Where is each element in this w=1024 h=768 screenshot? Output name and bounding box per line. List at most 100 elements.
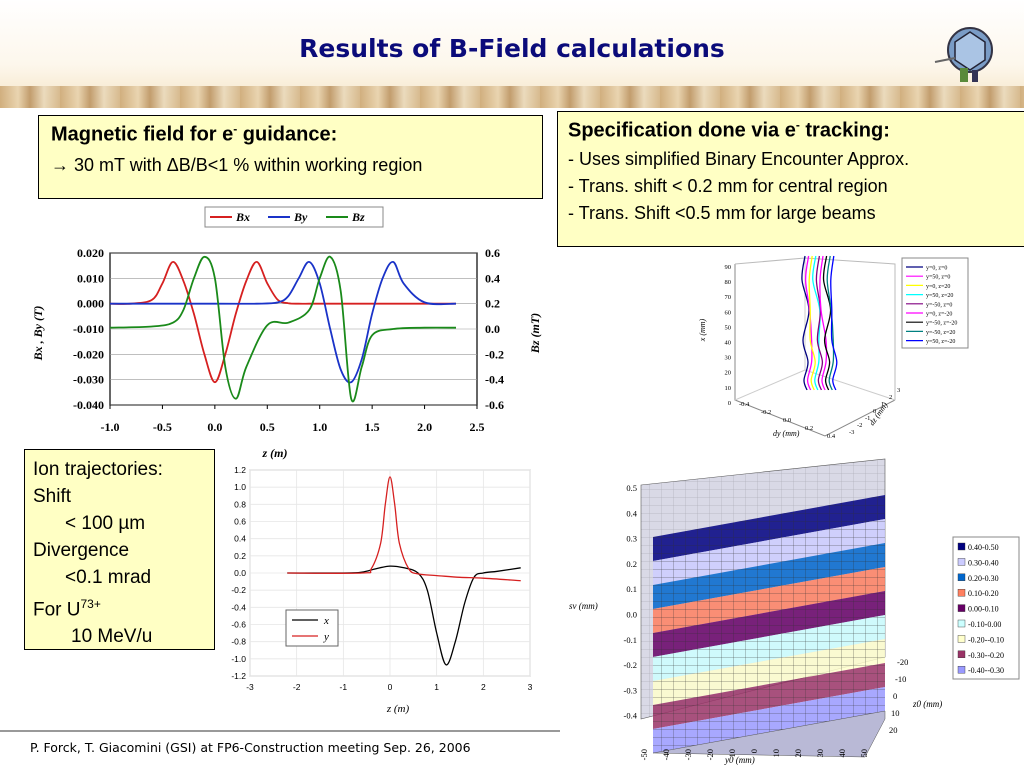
tracking-3d-ztick: 1 [881,401,884,408]
surface-ytick: 0.2 [626,559,637,569]
surface-legend-swatch [957,665,966,674]
bfield-xtick: -0.5 [153,420,172,434]
bfield-legend-label: Bx [235,210,250,224]
surface-ztick: -10 [895,674,906,684]
surface-xtick: -20 [705,749,715,760]
tracking-3d-ytick: 70 [725,294,732,301]
tracking-3d-ztick: 2 [889,394,892,401]
gsi-logo-icon [934,27,993,82]
tracking-3d-ytick: 10 [725,385,732,392]
bfield-xtick: 2.5 [470,420,485,434]
bfield-xtick: 0.5 [260,420,275,434]
ion-ytick: -0.6 [231,620,246,630]
tracking-3d-xtick: -0.4 [739,401,750,408]
surface-zlabel: z0 (mm) [912,699,942,709]
surface-legend-label: -0.30--0.20 [968,651,1004,660]
surface-legend-label: 0.30-0.40 [968,558,999,567]
tracking-3d-ytick: 20 [725,370,732,377]
bfield-xtick: -1.0 [101,420,120,434]
ion-xtick: -1 [340,682,348,692]
surface-xtick: -50 [639,749,649,760]
tracking-3d-ytick: 50 [725,324,732,331]
surface-front-edge [652,710,886,758]
field-guidance-heading: Magnetic field for e- guidance: [51,122,338,146]
ion-legend-label: x [323,615,329,627]
surface-xtick: 10 [771,749,781,758]
surface-band-mesh [653,687,885,753]
tracking-spec-line: - Trans. shift < 0.2 mm for central regi… [568,175,888,196]
tracking-3d-trajectory [830,255,838,391]
surface-band-mesh [653,567,885,633]
bfield-ylabel-right: Bz (mT) [528,313,542,354]
surface-xtick: -10 [727,749,737,760]
ion-ytick: 0.8 [234,499,246,509]
surface-xtick: 20 [793,749,803,758]
surface-ytick: -0.3 [624,685,637,695]
tracking-3d-box-back [734,257,896,400]
tracking-3d-ztick: -1 [865,415,870,422]
ion-ytick: 0.0 [234,568,246,578]
tracking-3d-legend-label: y=50, z=0 [926,275,950,281]
bfield-xlabel: z (m) [262,446,288,460]
bfield-ytick-left: 0.020 [77,246,104,260]
tracking-3d-ztick: 0 [873,408,876,415]
ion-ytick: -1.2 [231,671,246,681]
tracking-3d-trajectory [822,255,832,391]
ion-series-x [287,565,521,666]
surface-ztick: 20 [889,725,898,735]
tracking-3d-ytick: 80 [725,279,732,286]
ion-line: < 100 µm [65,513,146,534]
surface-band-mesh [653,663,885,729]
bfield-ytick-left: 0.010 [77,271,104,285]
surface-band-mesh [653,495,885,561]
tracking-3d-box [734,264,896,437]
ion-xtick: 1 [434,682,439,692]
surface-legend-label: 0.00-0.10 [968,605,999,614]
surface-legend-swatch [957,588,966,597]
surface-legend-label: -0.40--0.30 [968,666,1004,675]
tracking-3d-ytick: 60 [725,309,732,316]
ion-ytick: -1.0 [231,654,246,664]
surface-xlabel: y0 (mm) [724,755,755,765]
tracking-3d-trajectory [804,255,813,391]
ion-trajectory-chart: 1.2 1.0 0.8 0.6 0.4 0.2 0.0 -0.2 -0.4 -0.6 -0.8 -1.… [231,465,532,715]
tracking-spec-line: - Uses simplified Binary Encounter Appro… [568,148,910,169]
bfield-ylabel-left: Bx , By (T) [31,306,45,362]
surface-ytick: 0.1 [626,584,637,594]
tracking-3d-legend-label: y=50, z=-20 [926,339,955,345]
surface-legend-swatch [957,558,966,566]
surface-legend-swatch [957,542,966,551]
tracking-3d-box-edge [734,369,806,401]
surface-xtick: -30 [683,749,693,760]
bfield-ytick-right: 0.2 [485,297,500,311]
ion-ytick: -0.2 [231,585,246,595]
bfield-ytick-right: -0.4 [485,373,504,387]
bfield-legend-label: By [293,210,308,224]
tracking-3d-xtick: 0.0 [783,417,791,424]
shift-surface-chart: 0.5 0.4 0.3 0.2 0.1 0.0 -0.1 -0.2 -0.3 -0.4 -50 -40… [569,458,1020,765]
bfield-ytick-left: -0.010 [73,322,104,336]
surface-xtick: 40 [837,749,847,758]
bfield-ytick-right: 0.0 [485,322,500,336]
field-guidance-box: Magnetic field for e- guidance: → 30 mT … [38,115,543,199]
ion-line: <0.1 mrad [65,567,152,588]
surface-ylabel: sv (mm) [569,601,598,611]
ion-line: For U73+ [33,597,101,621]
ion-ytick: -0.8 [231,637,246,647]
ion-xtick: -2 [293,682,301,692]
bfield-ytick-right: 0.4 [485,271,500,285]
ion-legend-label: y [323,631,329,643]
bfield-ytick-right: -0.6 [485,398,504,412]
bfield-legend [204,206,384,228]
tracking-3d-ztick: -2 [857,422,862,429]
ion-ytick: 0.4 [234,534,246,544]
ion-xtick: 0 [388,682,393,692]
ion-ytick: 1.0 [234,482,246,492]
tracking-3d-ytick: 40 [725,340,732,347]
bfield-xtick: 2.0 [417,420,432,434]
tracking-3d-xlabel: dy (mm) [773,429,800,438]
surface-band-mesh [653,615,885,681]
tracking-3d-trajectory [801,255,810,391]
bfield-xtick: 0.0 [207,420,222,434]
surface-legend-label: -0.20--0.10 [968,635,1004,644]
